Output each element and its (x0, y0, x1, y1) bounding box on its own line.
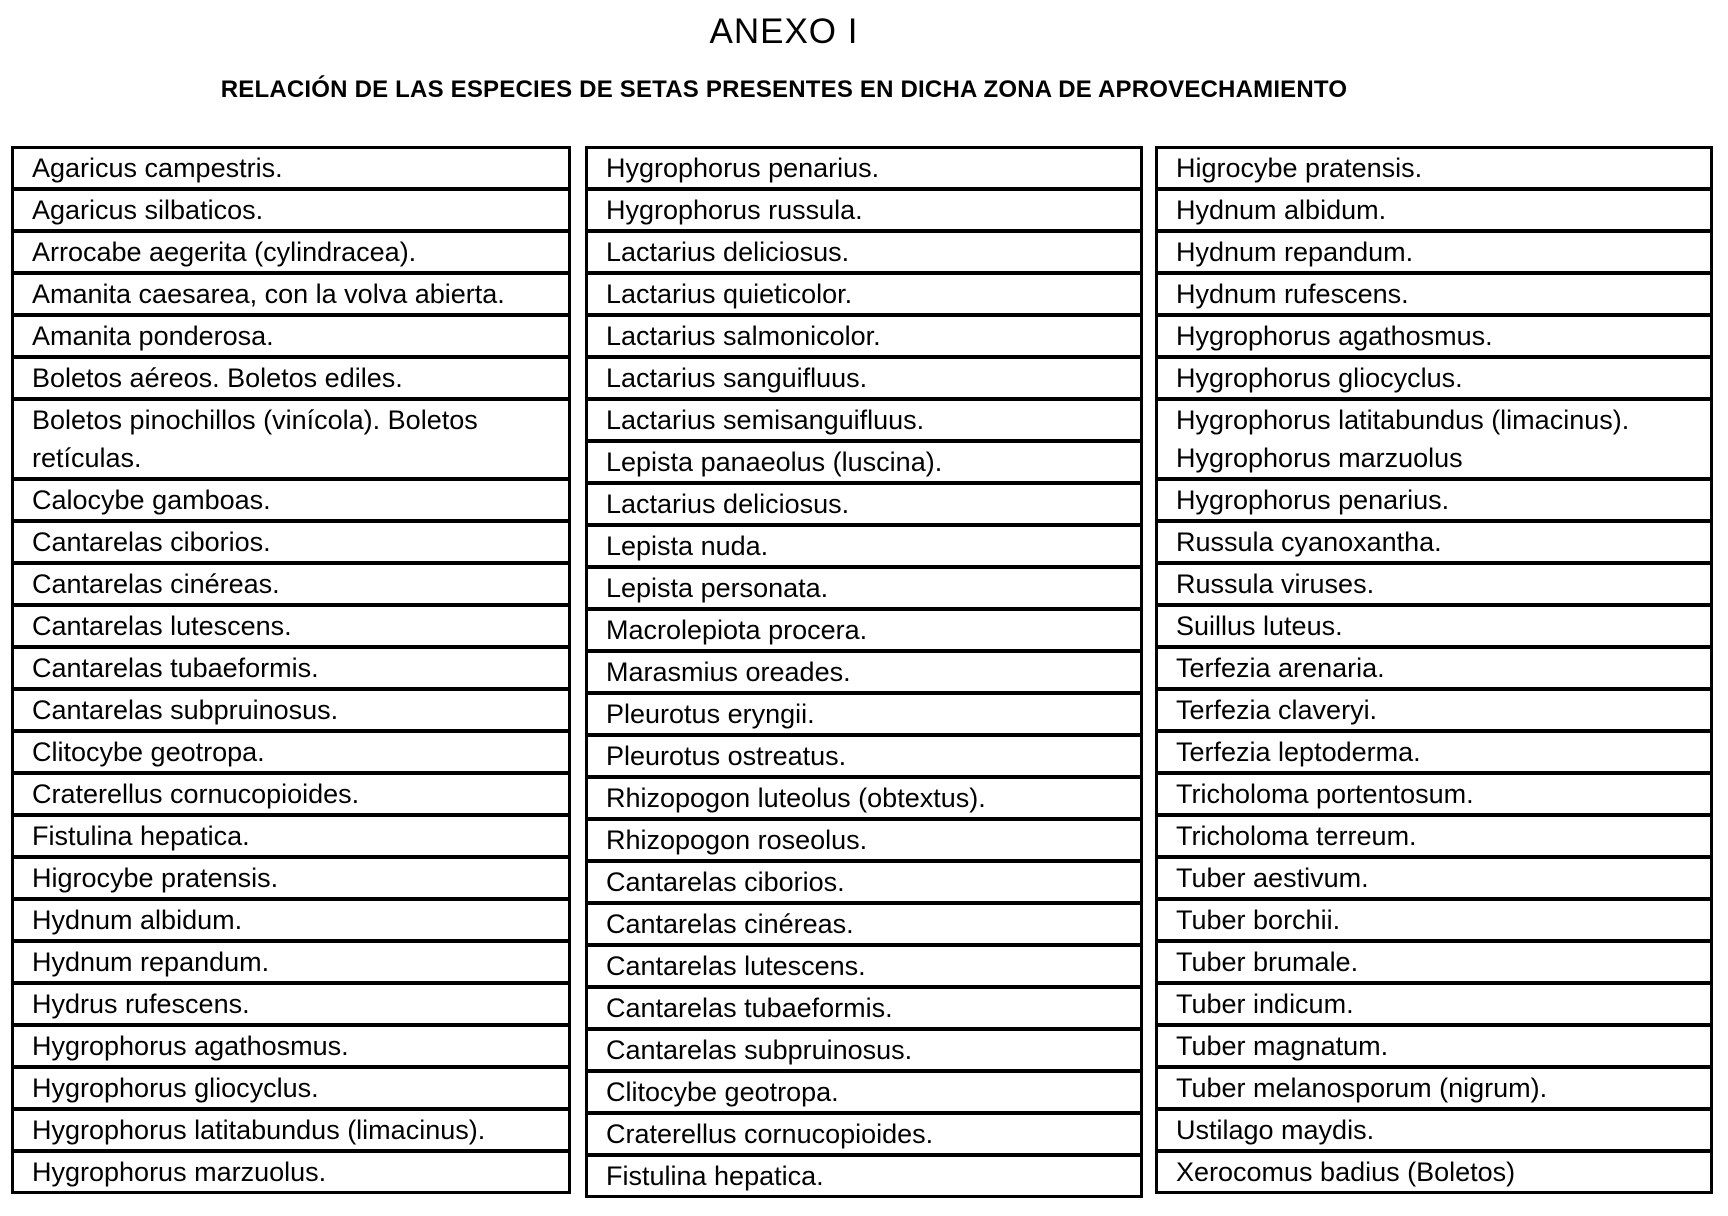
species-cell: Craterellus cornucopioides. (14, 771, 568, 813)
species-cell: Hydnum albidum. (14, 897, 568, 939)
species-cell: Russula cyanoxantha. (1158, 519, 1710, 561)
species-cell: Terfezia claveryi. (1158, 687, 1710, 729)
species-cell: Clitocybe geotropa. (14, 729, 568, 771)
species-cell: Hygrophorus russula. (588, 187, 1140, 229)
species-cell: Tuber melanosporum (nigrum). (1158, 1065, 1710, 1107)
species-cell: Tuber brumale. (1158, 939, 1710, 981)
species-cell: Cantarelas lutescens. (14, 603, 568, 645)
species-cell: Macrolepiota procera. (588, 607, 1140, 649)
species-cell: Agaricus campestris. (32, 153, 283, 183)
species-column-1: Agaricus campestris. Agaricus silbaticos.… (11, 146, 571, 1194)
species-cell: Higrocybe pratensis. (14, 855, 568, 897)
species-cell: Boletos aéreos. Boletos ediles. (14, 355, 568, 397)
species-cell: Cantarelas subpruinosus. (14, 687, 568, 729)
species-cell: Clitocybe geotropa. (588, 1069, 1140, 1111)
species-cell: Pleurotus ostreatus. (588, 733, 1140, 775)
species-cell: Hygrophorus gliocyclus. (14, 1065, 568, 1107)
species-column-2: Hygrophorus penarius. Hygrophorus russula… (585, 146, 1143, 1198)
page-subtitle: RELACIÓN DE LAS ESPECIES DE SETAS PRESEN… (220, 76, 1348, 103)
species-cell: Cantarelas ciborios. (14, 519, 568, 561)
species-cell: Hygrophorus marzuolus. (14, 1149, 568, 1191)
species-cell: Tuber borchii. (1158, 897, 1710, 939)
species-cell: Calocybe gamboas. (14, 477, 568, 519)
species-cell: Cantarelas cinéreas. (14, 561, 568, 603)
species-cell: Cantarelas ciborios. (588, 859, 1140, 901)
species-cell: Russula viruses. (1158, 561, 1710, 603)
species-cell: Ustilago maydis. (1158, 1107, 1710, 1149)
species-cell: Lactarius quieticolor. (588, 271, 1140, 313)
species-cell: Cantarelas tubaeformis. (588, 985, 1140, 1027)
species-cell: Suillus luteus. (1158, 603, 1710, 645)
species-cell: Hygrophorus latitabundus (limacinus). (14, 1107, 568, 1149)
species-cell: Cantarelas tubaeformis. (14, 645, 568, 687)
species-cell: Terfezia arenaria. (1158, 645, 1710, 687)
species-column-3: Higrocybe pratensis. Hydnum albidum. Hydnu… (1155, 146, 1713, 1194)
species-cell: Marasmius oreades. (588, 649, 1140, 691)
species-cell: Pleurotus eryngii. (588, 691, 1140, 733)
species-cell: Tricholoma terreum. (1158, 813, 1710, 855)
species-cell: Terfezia leptoderma. (1158, 729, 1710, 771)
species-cell: Hydnum albidum. (1158, 187, 1710, 229)
species-cell: Lactarius sanguifluus. (588, 355, 1140, 397)
species-cell: Lepista personata. (588, 565, 1140, 607)
species-cell: Hygrophorus agathosmus. (1158, 313, 1710, 355)
page-title: ANEXO I (709, 12, 859, 51)
species-cell: Xerocomus badius (Boletos) (1158, 1149, 1710, 1191)
species-cell: Lactarius deliciosus. (588, 229, 1140, 271)
species-cell: Hygrophorus latitabundus (limacinus). Hy… (1158, 397, 1710, 477)
species-cell: Arrocabe aegerita (cylindracea). (14, 229, 568, 271)
species-cell: Lactarius deliciosus. (588, 481, 1140, 523)
species-cell: Hygrophorus penarius. (606, 153, 880, 183)
species-cell: Agaricus silbaticos. (14, 187, 568, 229)
species-cell: Hygrophorus agathosmus. (14, 1023, 568, 1065)
species-cell: Boletos pinochillos (vinícola). Boletos … (14, 397, 568, 477)
species-cell: Hydnum rufescens. (1158, 271, 1710, 313)
species-cell: Hydnum repandum. (14, 939, 568, 981)
species-cell: Hydrus rufescens. (14, 981, 568, 1023)
species-cell: Fistulina hepatica. (14, 813, 568, 855)
species-cell: Higrocybe pratensis. (1176, 153, 1423, 183)
species-cell: Tuber magnatum. (1158, 1023, 1710, 1065)
species-cell: Amanita caesarea, con la volva abierta. (14, 271, 568, 313)
species-cell: Tuber aestivum. (1158, 855, 1710, 897)
species-cell: Hydnum repandum. (1158, 229, 1710, 271)
species-cell: Cantarelas cinéreas. (588, 901, 1140, 943)
species-cell: Craterellus cornucopioides. (588, 1111, 1140, 1153)
species-cell: Hygrophorus penarius. (1158, 477, 1710, 519)
species-cell: Amanita ponderosa. (14, 313, 568, 355)
species-cell: Lactarius semisanguifluus. (588, 397, 1140, 439)
species-cell: Tuber indicum. (1158, 981, 1710, 1023)
species-cell: Rhizopogon luteolus (obtextus). (588, 775, 1140, 817)
species-cell: Cantarelas subpruinosus. (588, 1027, 1140, 1069)
species-cell: Lepista nuda. (588, 523, 1140, 565)
species-cell: Hygrophorus gliocyclus. (1158, 355, 1710, 397)
species-cell: Fistulina hepatica. (588, 1153, 1140, 1195)
species-cell: Tricholoma portentosum. (1158, 771, 1710, 813)
species-cell: Cantarelas lutescens. (588, 943, 1140, 985)
species-cell: Rhizopogon roseolus. (588, 817, 1140, 859)
species-cell: Lepista panaeolus (luscina). (588, 439, 1140, 481)
species-cell: Lactarius salmonicolor. (588, 313, 1140, 355)
